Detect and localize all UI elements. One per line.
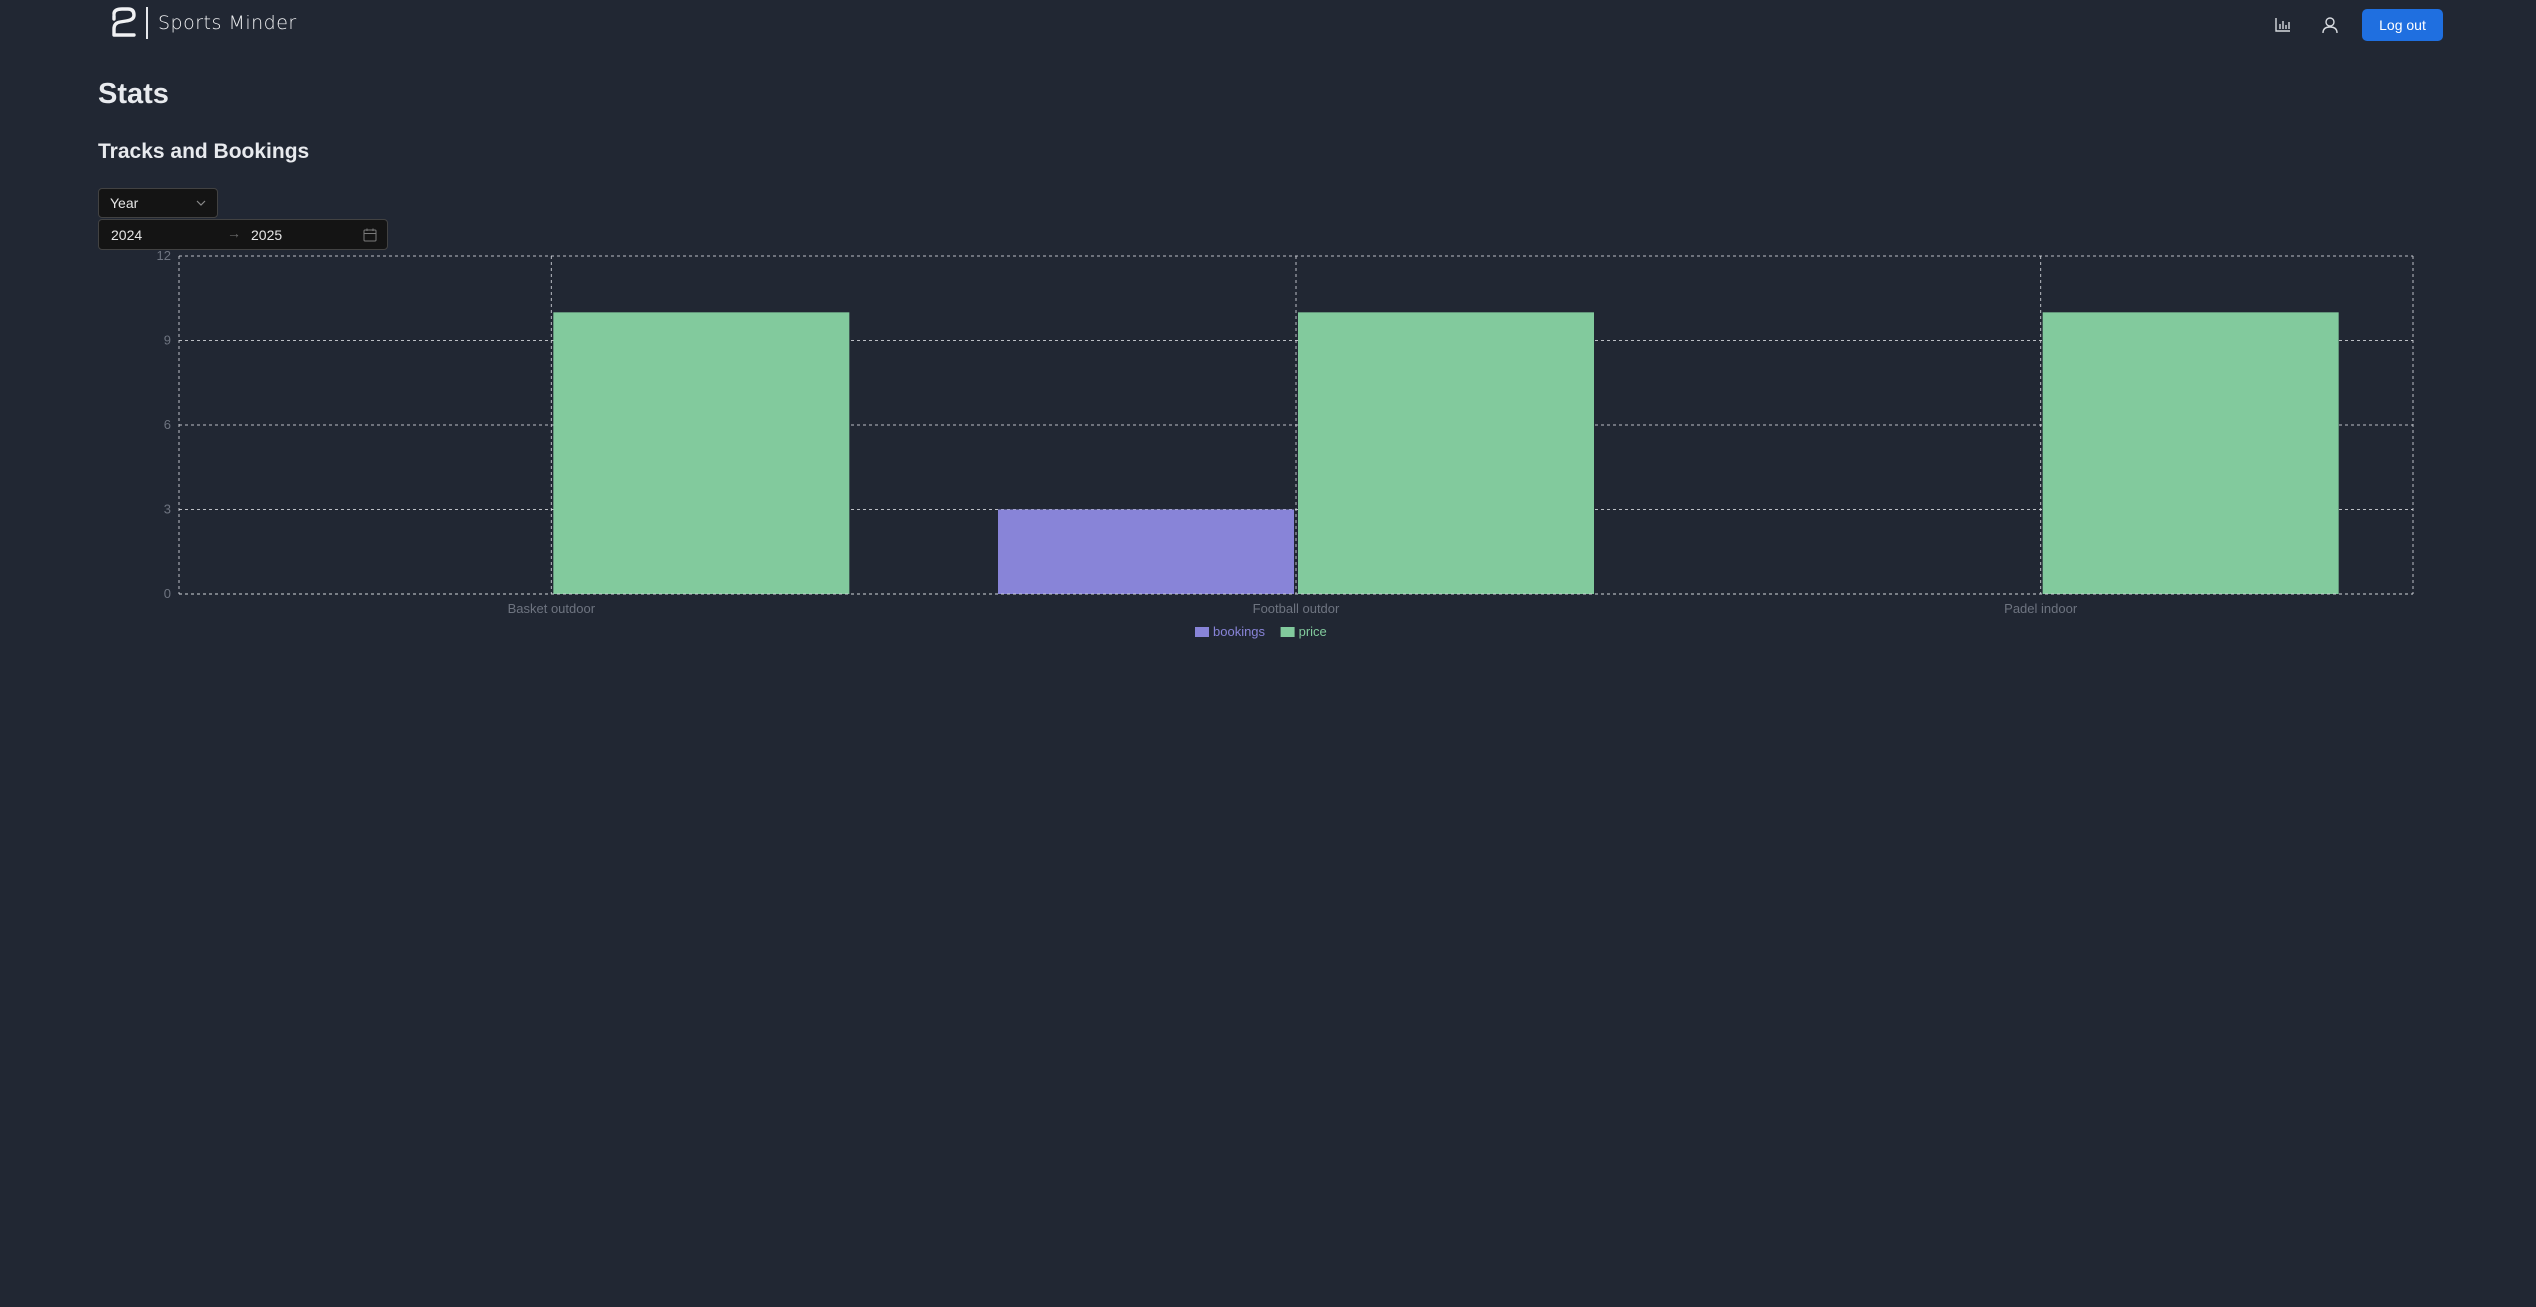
x-tick-label: Padel indoor — [2004, 601, 2078, 616]
tracks-bookings-chart: 0 3 6 9 12 Basket outdoor Football outdor Padel… — [0, 0, 2536, 660]
y-tick-label: 6 — [164, 417, 171, 432]
y-tick-label: 12 — [157, 248, 171, 263]
bar-bookings[interactable] — [998, 510, 1294, 595]
y-tick-label: 9 — [164, 333, 171, 348]
legend-label-bookings: bookings — [1213, 624, 1266, 639]
x-tick-label: Football outdor — [1253, 601, 1340, 616]
y-tick-label: 3 — [164, 502, 171, 517]
x-tick-label: Basket outdoor — [508, 601, 596, 616]
legend-swatch-bookings — [1195, 627, 1209, 637]
legend-label-price: price — [1299, 624, 1327, 639]
bar-price[interactable] — [1298, 312, 1594, 594]
bar-price[interactable] — [2043, 312, 2339, 594]
y-tick-label: 0 — [164, 586, 171, 601]
legend-swatch-price — [1281, 627, 1295, 637]
chart-container: 0 3 6 9 12 Basket outdoor Football outdor Padel… — [0, 0, 2536, 660]
bar-price[interactable] — [553, 312, 849, 594]
